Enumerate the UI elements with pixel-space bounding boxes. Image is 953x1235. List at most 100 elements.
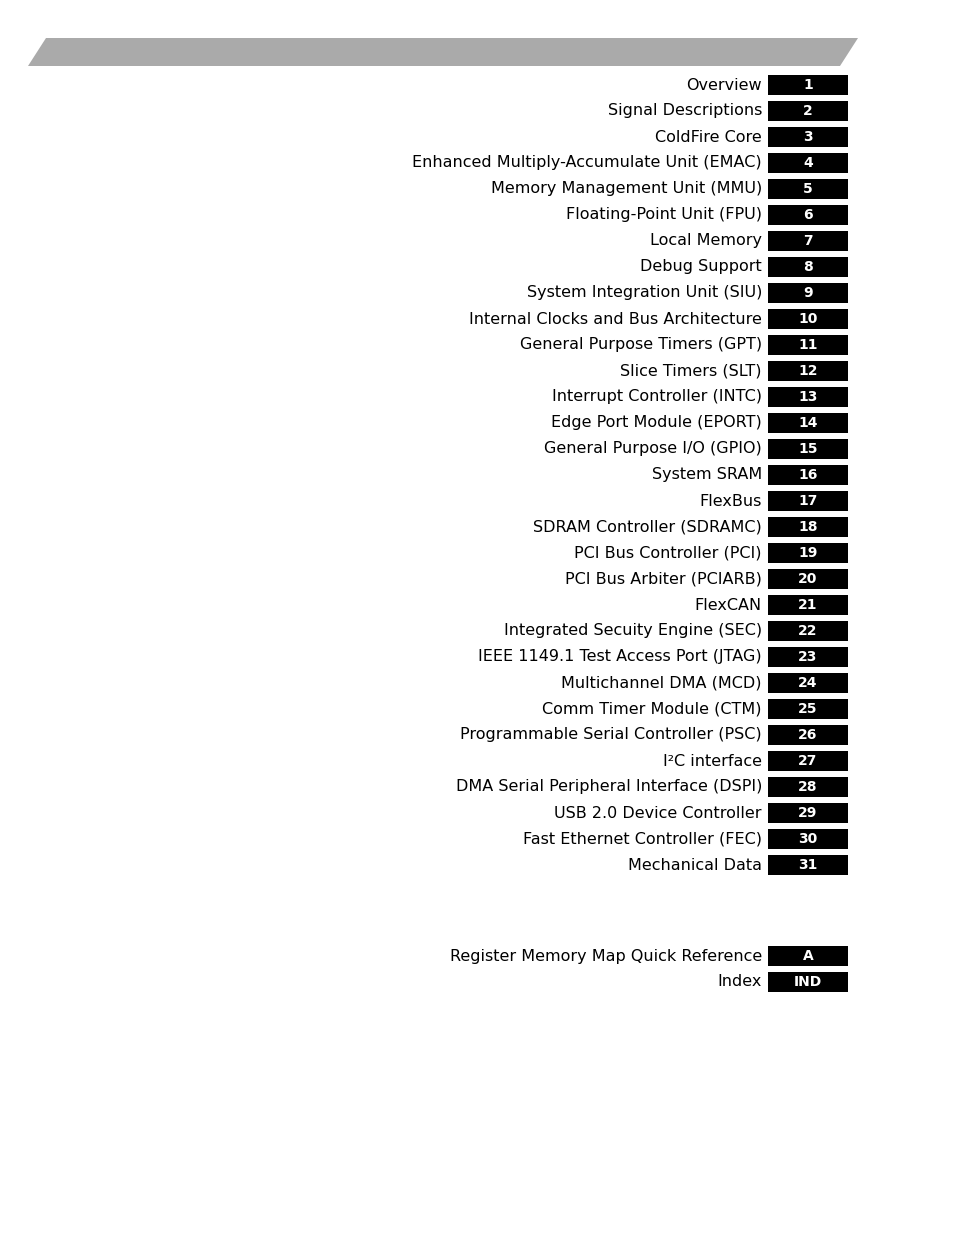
Bar xyxy=(767,438,847,459)
Text: 13: 13 xyxy=(798,390,817,404)
Text: Slice Timers (SLT): Slice Timers (SLT) xyxy=(619,363,761,378)
Text: SDRAM Controller (SDRAMC): SDRAM Controller (SDRAMC) xyxy=(533,520,761,535)
Text: 9: 9 xyxy=(802,287,812,300)
Bar xyxy=(767,777,847,797)
Text: General Purpose Timers (GPT): General Purpose Timers (GPT) xyxy=(519,337,761,352)
Text: 23: 23 xyxy=(798,650,817,664)
Text: 18: 18 xyxy=(798,520,817,534)
Text: USB 2.0 Device Controller: USB 2.0 Device Controller xyxy=(554,805,761,820)
Text: 21: 21 xyxy=(798,598,817,613)
Bar xyxy=(767,543,847,563)
Text: 7: 7 xyxy=(802,233,812,248)
Text: System SRAM: System SRAM xyxy=(651,468,761,483)
Bar xyxy=(767,179,847,199)
Bar xyxy=(767,647,847,667)
Text: 28: 28 xyxy=(798,781,817,794)
Text: Signal Descriptions: Signal Descriptions xyxy=(607,104,761,119)
Text: Memory Management Unit (MMU): Memory Management Unit (MMU) xyxy=(490,182,761,196)
Bar xyxy=(767,361,847,382)
Text: 17: 17 xyxy=(798,494,817,508)
Text: Enhanced Multiply-Accumulate Unit (EMAC): Enhanced Multiply-Accumulate Unit (EMAC) xyxy=(412,156,761,170)
Text: 30: 30 xyxy=(798,832,817,846)
Text: FlexCAN: FlexCAN xyxy=(694,598,761,613)
Text: Edge Port Module (EPORT): Edge Port Module (EPORT) xyxy=(551,415,761,431)
Bar xyxy=(767,387,847,408)
Text: 6: 6 xyxy=(802,207,812,222)
Bar xyxy=(767,257,847,277)
Bar xyxy=(767,621,847,641)
Text: 22: 22 xyxy=(798,624,817,638)
Bar xyxy=(767,127,847,147)
Text: Multichannel DMA (MCD): Multichannel DMA (MCD) xyxy=(561,676,761,690)
Text: 24: 24 xyxy=(798,676,817,690)
Bar xyxy=(767,972,847,992)
Bar xyxy=(767,309,847,329)
Text: Programmable Serial Controller (PSC): Programmable Serial Controller (PSC) xyxy=(460,727,761,742)
Text: I²C interface: I²C interface xyxy=(662,753,761,768)
Text: 2: 2 xyxy=(802,104,812,119)
Text: PCI Bus Arbiter (PCIARB): PCI Bus Arbiter (PCIARB) xyxy=(564,572,761,587)
Text: ColdFire Core: ColdFire Core xyxy=(655,130,761,144)
Bar xyxy=(767,492,847,511)
Bar xyxy=(767,699,847,719)
Text: 31: 31 xyxy=(798,858,817,872)
Bar xyxy=(767,466,847,485)
Text: Floating-Point Unit (FPU): Floating-Point Unit (FPU) xyxy=(565,207,761,222)
Text: 14: 14 xyxy=(798,416,817,430)
Bar xyxy=(767,231,847,251)
Text: Register Memory Map Quick Reference: Register Memory Map Quick Reference xyxy=(449,948,761,963)
Bar xyxy=(767,517,847,537)
Text: Local Memory: Local Memory xyxy=(649,233,761,248)
Bar xyxy=(767,335,847,354)
Bar xyxy=(767,855,847,876)
Text: Fast Ethernet Controller (FEC): Fast Ethernet Controller (FEC) xyxy=(522,831,761,846)
Polygon shape xyxy=(28,38,857,65)
Text: FlexBus: FlexBus xyxy=(699,494,761,509)
Text: 12: 12 xyxy=(798,364,817,378)
Text: 8: 8 xyxy=(802,261,812,274)
Text: Internal Clocks and Bus Architecture: Internal Clocks and Bus Architecture xyxy=(469,311,761,326)
Bar xyxy=(767,205,847,225)
Text: 11: 11 xyxy=(798,338,817,352)
Bar xyxy=(767,595,847,615)
Bar xyxy=(767,803,847,823)
Text: 27: 27 xyxy=(798,755,817,768)
Text: 10: 10 xyxy=(798,312,817,326)
Text: Overview: Overview xyxy=(685,78,761,93)
Text: General Purpose I/O (GPIO): General Purpose I/O (GPIO) xyxy=(543,441,761,457)
Text: Integrated Secuity Engine (SEC): Integrated Secuity Engine (SEC) xyxy=(503,624,761,638)
Text: Interrupt Controller (INTC): Interrupt Controller (INTC) xyxy=(552,389,761,405)
Text: 16: 16 xyxy=(798,468,817,482)
Bar xyxy=(767,569,847,589)
Text: DMA Serial Peripheral Interface (DSPI): DMA Serial Peripheral Interface (DSPI) xyxy=(456,779,761,794)
Text: 26: 26 xyxy=(798,727,817,742)
Bar xyxy=(767,673,847,693)
Text: 3: 3 xyxy=(802,130,812,144)
Text: 15: 15 xyxy=(798,442,817,456)
Text: 1: 1 xyxy=(802,78,812,91)
Text: Comm Timer Module (CTM): Comm Timer Module (CTM) xyxy=(542,701,761,716)
Text: System Integration Unit (SIU): System Integration Unit (SIU) xyxy=(526,285,761,300)
Bar xyxy=(767,946,847,966)
Text: 4: 4 xyxy=(802,156,812,170)
Text: Mechanical Data: Mechanical Data xyxy=(627,857,761,872)
Text: Index: Index xyxy=(717,974,761,989)
Bar xyxy=(767,75,847,95)
Bar xyxy=(767,153,847,173)
Text: 20: 20 xyxy=(798,572,817,585)
Text: Debug Support: Debug Support xyxy=(639,259,761,274)
Text: 5: 5 xyxy=(802,182,812,196)
Bar xyxy=(767,101,847,121)
Text: A: A xyxy=(801,948,813,963)
Bar xyxy=(767,283,847,303)
Bar xyxy=(767,725,847,745)
Bar xyxy=(767,829,847,848)
Text: IND: IND xyxy=(793,974,821,989)
Text: 25: 25 xyxy=(798,701,817,716)
Bar xyxy=(767,751,847,771)
Bar xyxy=(767,412,847,433)
Text: IEEE 1149.1 Test Access Port (JTAG): IEEE 1149.1 Test Access Port (JTAG) xyxy=(477,650,761,664)
Text: 19: 19 xyxy=(798,546,817,559)
Text: PCI Bus Controller (PCI): PCI Bus Controller (PCI) xyxy=(574,546,761,561)
Text: 29: 29 xyxy=(798,806,817,820)
